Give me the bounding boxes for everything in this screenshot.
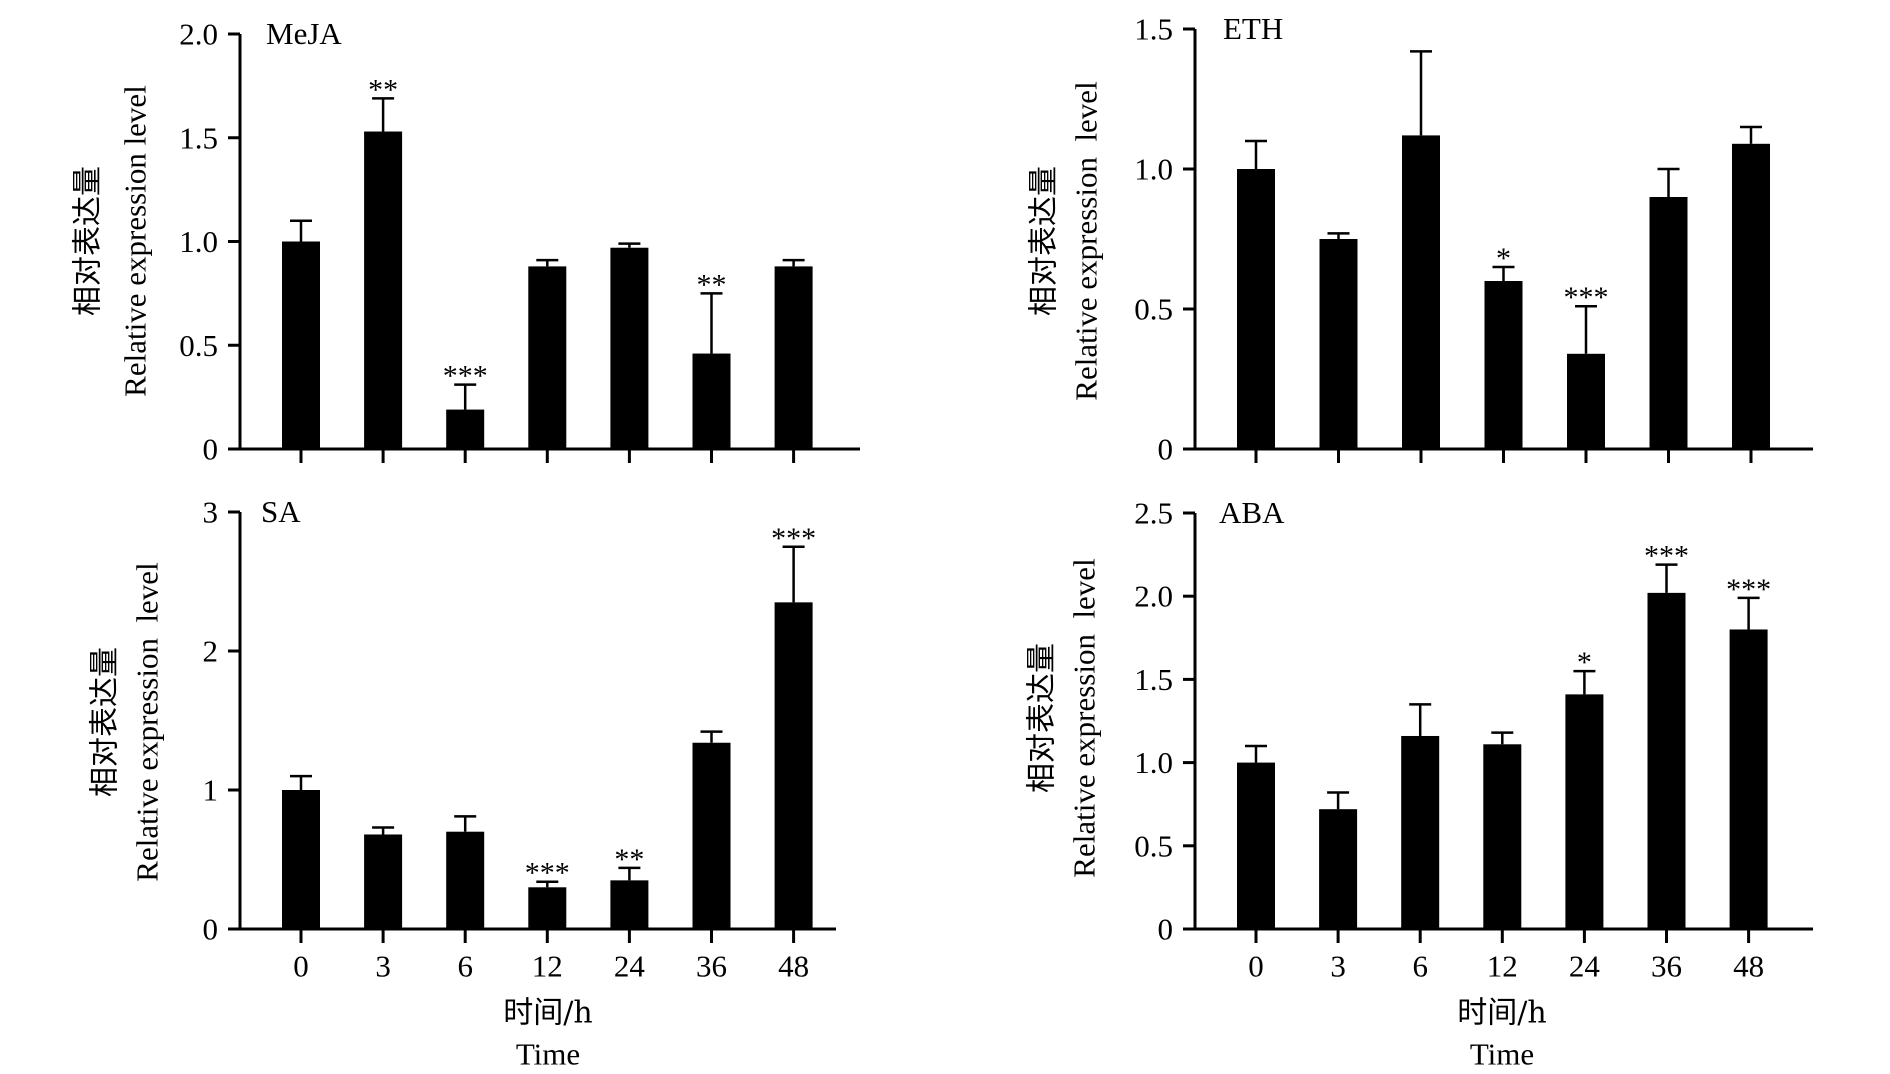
y-tick-label: 0.5 bbox=[179, 328, 218, 363]
x-tick-label: 48 bbox=[778, 949, 809, 984]
bar bbox=[1484, 281, 1523, 449]
bar bbox=[1729, 629, 1768, 929]
y-tick-label: 0.5 bbox=[1134, 292, 1173, 327]
y-tick-label: 0 bbox=[203, 432, 219, 467]
bar bbox=[528, 266, 567, 449]
bar bbox=[610, 880, 649, 929]
significance-label: *** bbox=[525, 857, 570, 890]
y-tick-label: 1.0 bbox=[179, 224, 218, 259]
x-tick-label: 48 bbox=[1733, 949, 1764, 984]
significance-label: *** bbox=[1564, 281, 1609, 314]
panel-title: SA bbox=[261, 494, 301, 529]
significance-label: * bbox=[1577, 646, 1592, 679]
y-tick-label: 1.5 bbox=[179, 120, 218, 155]
x-tick-label: 3 bbox=[375, 949, 391, 984]
x-tick-label: 36 bbox=[1651, 949, 1682, 984]
bar bbox=[1402, 135, 1440, 449]
bar bbox=[774, 602, 813, 929]
bar bbox=[1237, 762, 1275, 929]
bar bbox=[774, 266, 813, 449]
bar bbox=[1649, 197, 1688, 449]
y-tick-label: 1.5 bbox=[1134, 662, 1173, 697]
bar bbox=[282, 790, 320, 929]
bar-series: **** bbox=[1237, 50, 1770, 450]
bar bbox=[364, 834, 403, 929]
significance-label: ** bbox=[368, 73, 398, 106]
y-tick-label: 2.5 bbox=[1134, 496, 1173, 531]
y-axis-title-cn: 相对表达量 bbox=[1025, 643, 1060, 793]
bar bbox=[364, 131, 403, 449]
x-tick-label: 36 bbox=[696, 949, 727, 984]
y-tick-label: 0 bbox=[1158, 912, 1174, 947]
bar-series: *** ***** bbox=[282, 522, 816, 929]
x-tick-label: 12 bbox=[1487, 949, 1518, 984]
bar bbox=[1567, 353, 1605, 449]
bar bbox=[1732, 143, 1770, 450]
x-tick-label: 6 bbox=[457, 949, 473, 984]
bar-series: ******* bbox=[1237, 540, 1771, 929]
bar bbox=[610, 247, 649, 449]
y-axis-title-en: Relative expression level bbox=[1067, 558, 1102, 877]
panel-title: ETH bbox=[1223, 11, 1283, 46]
y-tick-label: 0.5 bbox=[1134, 828, 1173, 863]
bar bbox=[1401, 735, 1440, 929]
panel-title: ABA bbox=[1219, 495, 1285, 530]
x-tick-label: 0 bbox=[1248, 949, 1264, 984]
bar bbox=[1565, 694, 1604, 929]
significance-label: ** bbox=[614, 843, 644, 876]
y-tick-label: 1.0 bbox=[1134, 745, 1173, 780]
bar bbox=[446, 831, 485, 929]
bar bbox=[692, 353, 731, 449]
y-tick-label: 2.0 bbox=[179, 17, 218, 52]
x-tick-label: 24 bbox=[1569, 949, 1601, 984]
x-tick-label: 3 bbox=[1330, 949, 1346, 984]
y-axis-title-cn: 相对表达量 bbox=[88, 647, 123, 797]
x-tick-label: 12 bbox=[532, 949, 563, 984]
y-axis-title-en: Relative expression level bbox=[1069, 81, 1104, 400]
y-tick-label: 2 bbox=[203, 634, 219, 669]
significance-label: *** bbox=[1726, 573, 1771, 606]
bar bbox=[1319, 809, 1358, 929]
bar bbox=[1319, 239, 1358, 449]
x-axis-title-en: Time bbox=[1470, 1037, 1534, 1072]
bar bbox=[1237, 169, 1275, 449]
x-tick-label: 6 bbox=[1412, 949, 1428, 984]
significance-label: *** bbox=[443, 360, 488, 393]
y-tick-label: 1.5 bbox=[1134, 12, 1173, 47]
significance-label: *** bbox=[771, 522, 816, 555]
x-axis-title-cn: 时间/h bbox=[503, 996, 592, 1031]
y-tick-label: 3 bbox=[203, 495, 219, 530]
y-axis-title-cn: 相对表达量 bbox=[71, 166, 106, 316]
significance-label: * bbox=[1496, 242, 1511, 275]
x-tick-label: 0 bbox=[293, 949, 309, 984]
y-tick-label: 0 bbox=[203, 912, 219, 947]
y-axis-title-en: Relative expression level bbox=[118, 85, 153, 397]
bar bbox=[1647, 592, 1686, 929]
bar-series: ******* bbox=[282, 73, 813, 449]
bar bbox=[528, 887, 567, 929]
significance-label: ** bbox=[697, 268, 727, 301]
bar bbox=[446, 409, 485, 449]
bar bbox=[1483, 744, 1522, 929]
y-axis-title-en: Relative expression level bbox=[130, 562, 165, 881]
bar bbox=[282, 241, 320, 449]
significance-label: *** bbox=[1644, 540, 1689, 573]
y-tick-label: 0 bbox=[1158, 432, 1174, 467]
bar bbox=[692, 742, 731, 929]
y-tick-label: 1.0 bbox=[1134, 152, 1173, 187]
x-axis-title-en: Time bbox=[516, 1037, 580, 1072]
x-tick-label: 24 bbox=[614, 949, 646, 984]
y-tick-label: 1 bbox=[203, 773, 219, 808]
panel-title: MeJA bbox=[266, 16, 342, 51]
x-axis-title-cn: 时间/h bbox=[1457, 996, 1546, 1031]
y-axis-title-cn: 相对表达量 bbox=[1027, 166, 1062, 316]
y-tick-label: 2.0 bbox=[1134, 579, 1173, 614]
chart-panel-aba: *******00.51.01.52.02.50 3 6 12 24 36 48ABA相对表… bbox=[1025, 495, 1813, 1072]
